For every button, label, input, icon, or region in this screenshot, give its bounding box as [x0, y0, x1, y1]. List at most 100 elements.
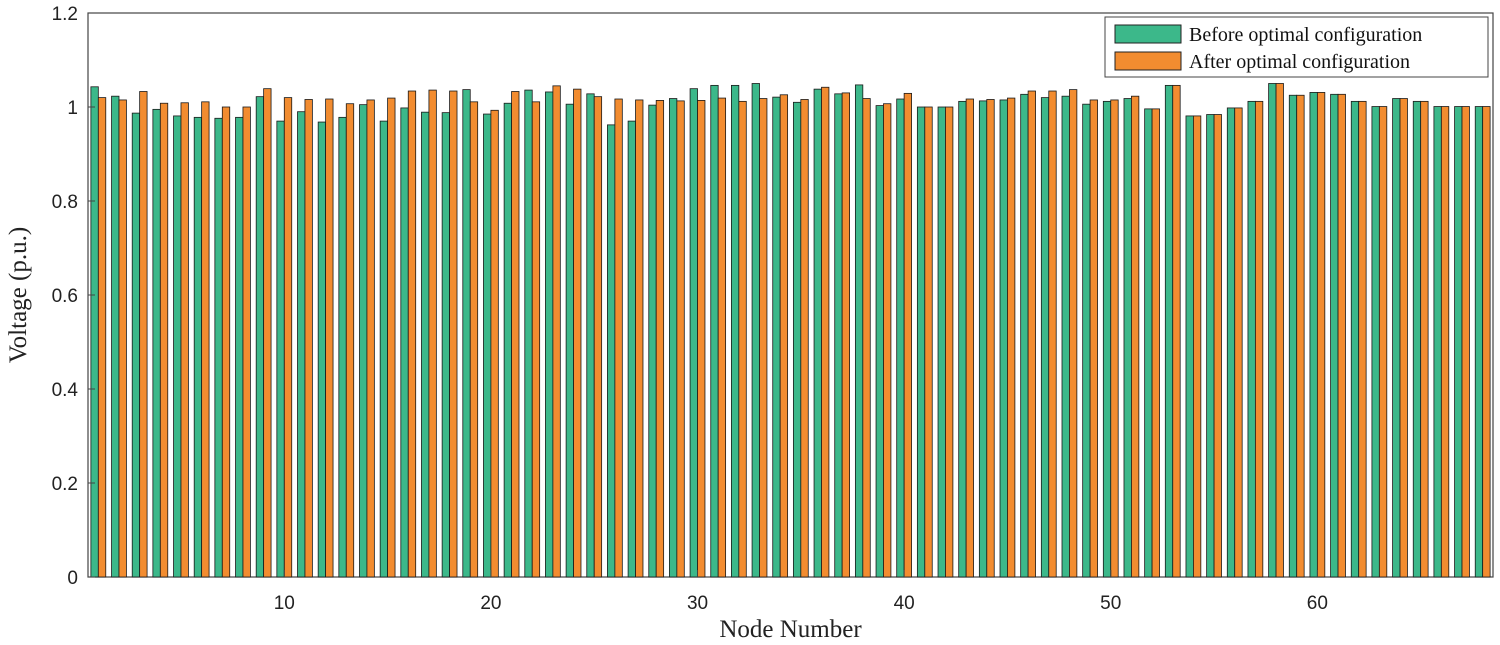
bar-before-42: [937, 106, 946, 578]
bar-after-10: [283, 97, 293, 578]
bar-before-52: [1144, 108, 1153, 578]
bar-before-62: [1350, 100, 1360, 578]
bar-before-4: [152, 108, 161, 578]
bars-layer: [90, 83, 1491, 578]
bar-before-54: [1185, 115, 1194, 578]
bar-after-31: [717, 97, 727, 578]
bar-before-44: [978, 100, 988, 578]
bar-before-65: [1412, 100, 1422, 578]
bar-before-14: [359, 104, 368, 578]
bar-after-33: [759, 98, 768, 578]
y-axis-title: Voltage (p.u.): [5, 227, 32, 363]
bar-after-45: [1007, 97, 1016, 578]
bar-after-11: [304, 99, 313, 578]
bar-after-38: [862, 98, 871, 578]
bar-after-40: [903, 92, 912, 578]
bar-before-58: [1268, 83, 1277, 578]
bar-after-66: [1440, 106, 1450, 578]
bar-before-67: [1454, 106, 1463, 578]
bar-after-61: [1337, 93, 1346, 578]
bar-after-47: [1048, 90, 1057, 578]
bar-before-13: [338, 116, 347, 578]
bar-before-37: [834, 93, 843, 578]
bar-before-27: [627, 120, 636, 578]
bar-after-63: [1378, 106, 1388, 578]
bar-after-53: [1172, 84, 1181, 578]
bar-before-64: [1392, 98, 1401, 578]
bar-before-32: [731, 84, 740, 578]
bar-after-6: [201, 101, 210, 578]
bar-before-30: [689, 88, 698, 578]
legend-label-after: After optimal configuration: [1189, 51, 1410, 73]
x-tick-label: 60: [1307, 593, 1328, 614]
bar-before-41: [916, 106, 926, 578]
bar-after-27: [635, 99, 644, 578]
bar-after-62: [1358, 100, 1367, 578]
bar-after-44: [986, 99, 995, 578]
bar-after-28: [655, 100, 665, 578]
bar-after-22: [531, 101, 541, 578]
bar-after-4: [159, 102, 169, 578]
bar-after-34: [779, 94, 789, 578]
bar-after-32: [738, 100, 747, 578]
bar-after-26: [614, 98, 623, 578]
bar-after-60: [1316, 92, 1326, 578]
bar-before-18: [441, 112, 450, 578]
bar-after-2: [118, 99, 127, 578]
x-tick-label: 10: [274, 593, 295, 614]
bar-before-63: [1371, 106, 1380, 578]
bar-before-51: [1123, 98, 1132, 578]
bar-before-8: [235, 116, 244, 578]
bar-before-48: [1061, 95, 1070, 578]
bar-after-37: [841, 92, 850, 578]
bar-after-23: [552, 85, 561, 578]
bar-before-21: [503, 102, 512, 578]
bar-after-41: [924, 106, 933, 578]
bar-before-38: [854, 84, 864, 578]
bar-after-3: [139, 91, 148, 578]
axes-layer: 0 0.2 0.4 0.6 0.8 1 1.2 10 20 30 40 50 60: [52, 4, 1328, 614]
bar-before-24: [565, 103, 574, 578]
bar-after-12: [325, 98, 334, 578]
bar-before-57: [1247, 100, 1256, 578]
bar-before-20: [483, 113, 492, 578]
x-axis-title: Node Number: [719, 616, 862, 643]
bar-before-10: [276, 120, 285, 578]
bar-before-3: [131, 112, 141, 578]
bar-after-49: [1089, 99, 1098, 578]
bar-after-35: [800, 99, 809, 578]
bar-before-15: [379, 120, 389, 578]
bar-before-11: [297, 111, 306, 578]
bar-before-45: [999, 99, 1008, 578]
bar-before-26: [607, 124, 616, 578]
y-tick-label: 1.2: [52, 4, 78, 25]
y-tick-label: 0.8: [52, 192, 78, 213]
bar-before-19: [462, 89, 471, 578]
bar-after-58: [1275, 83, 1284, 578]
bar-before-7: [214, 117, 223, 578]
bar-after-52: [1151, 108, 1160, 578]
bar-after-13: [345, 103, 355, 578]
bar-before-1: [90, 86, 99, 578]
bar-after-39: [883, 103, 892, 578]
bar-after-65: [1420, 100, 1429, 578]
y-tick-label: 0.6: [52, 286, 78, 307]
bar-before-47: [1040, 97, 1050, 578]
bar-after-20: [490, 109, 499, 578]
bar-after-43: [965, 98, 974, 578]
bar-before-9: [255, 96, 265, 578]
bar-after-7: [221, 106, 231, 578]
bar-after-54: [1193, 115, 1202, 578]
bar-before-39: [875, 105, 884, 578]
bar-after-1: [97, 97, 107, 578]
bar-after-17: [428, 89, 437, 578]
bar-after-59: [1296, 94, 1305, 578]
bar-after-9: [263, 88, 272, 578]
bar-before-33: [751, 83, 760, 578]
legend-swatch-after: [1114, 51, 1182, 71]
bar-before-49: [1082, 103, 1091, 578]
bar-before-53: [1164, 84, 1174, 578]
bar-after-56: [1234, 107, 1243, 578]
